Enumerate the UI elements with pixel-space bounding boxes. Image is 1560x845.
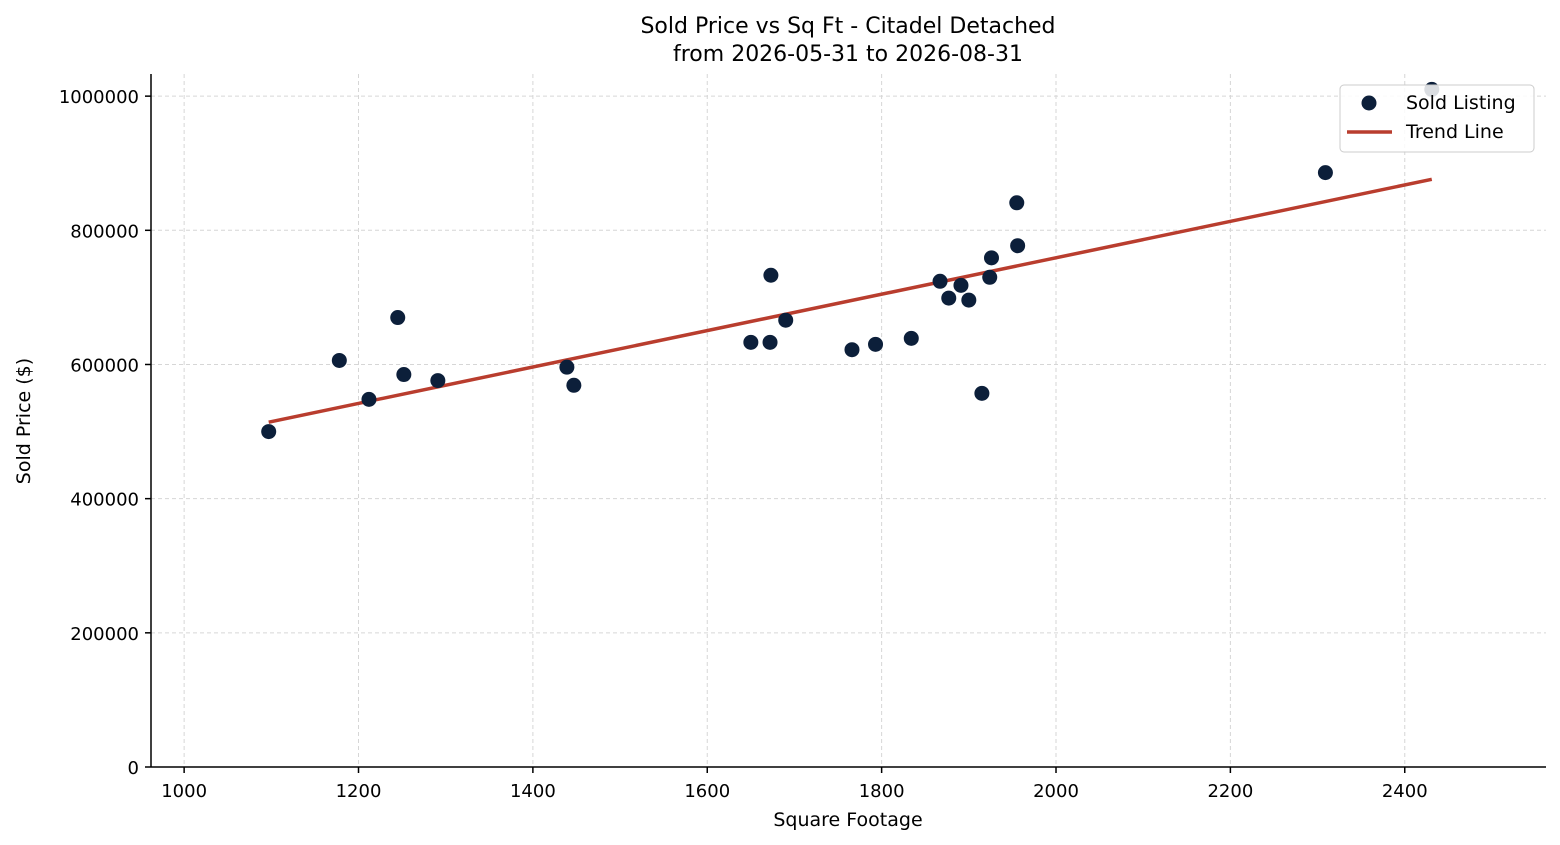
x-tick-label: 1600 [684, 781, 730, 802]
trend-line-layer [268, 177, 1433, 424]
sold-listing-point [844, 342, 860, 358]
sold-listing-point [390, 310, 406, 326]
chart-title-line2: from 2026-05-31 to 2026-08-31 [673, 42, 1023, 67]
sold-listing-point [974, 385, 990, 401]
trend-line [268, 177, 1433, 424]
y-tick-label: 1000000 [59, 87, 139, 108]
sold-listing-point [953, 277, 969, 293]
y-axis-label: Sold Price ($) [13, 358, 35, 484]
data-points [261, 81, 1440, 440]
x-tick-label: 2400 [1382, 781, 1428, 802]
grid-lines [151, 74, 1546, 768]
x-tick-label: 1200 [336, 781, 382, 802]
sold-listing-point [932, 273, 948, 289]
sold-listing-point [961, 292, 977, 308]
legend-label-trend-line: Trend Line [1405, 121, 1504, 143]
legend-label-sold-listing: Sold Listing [1406, 92, 1516, 114]
sold-listing-point [1010, 238, 1026, 254]
x-axis-ticks: 1000 1200 1400 1600 1800 2000 2200 2400 [161, 767, 1428, 802]
sold-listing-point [763, 267, 779, 283]
sold-listing-point [566, 377, 582, 393]
x-tick-label: 1800 [859, 781, 905, 802]
sold-listing-point [762, 334, 778, 350]
sold-listing-point [396, 367, 412, 383]
legend-marker-sold-listing [1361, 95, 1377, 111]
legend-box [1339, 84, 1535, 153]
x-axis-label: Square Footage [773, 809, 922, 831]
y-tick-label: 400000 [70, 490, 139, 511]
sold-listing-point [331, 352, 347, 368]
sold-listing-point [361, 391, 377, 407]
sold-listing-point [778, 312, 794, 328]
sold-listing-point [903, 330, 919, 346]
sold-listing-point [1009, 195, 1025, 211]
sold-listing-point [743, 334, 759, 350]
sold-listing-point [1317, 165, 1333, 181]
y-tick-label: 600000 [70, 355, 139, 376]
sold-listing-point [941, 290, 957, 306]
sold-listing-point [868, 336, 884, 352]
sold-listing-point [261, 424, 277, 440]
sold-listing-point [430, 373, 446, 389]
x-tick-label: 1000 [161, 781, 207, 802]
x-tick-label: 1400 [510, 781, 556, 802]
sold-listing-point [559, 359, 575, 375]
sold-listing-point [983, 250, 999, 266]
y-tick-label: 800000 [70, 221, 139, 242]
sold-listing-point [982, 269, 998, 285]
legend: Sold Listing Trend Line [1339, 84, 1535, 153]
y-tick-label: 200000 [70, 624, 139, 645]
x-tick-label: 2000 [1033, 781, 1079, 802]
chart-title-line1: Sold Price vs Sq Ft - Citadel Detached [640, 14, 1055, 39]
y-tick-label: 0 [128, 758, 139, 779]
y-axis-ticks: 0 200000 400000 600000 800000 1000000 [59, 87, 151, 779]
x-tick-label: 2200 [1207, 781, 1253, 802]
